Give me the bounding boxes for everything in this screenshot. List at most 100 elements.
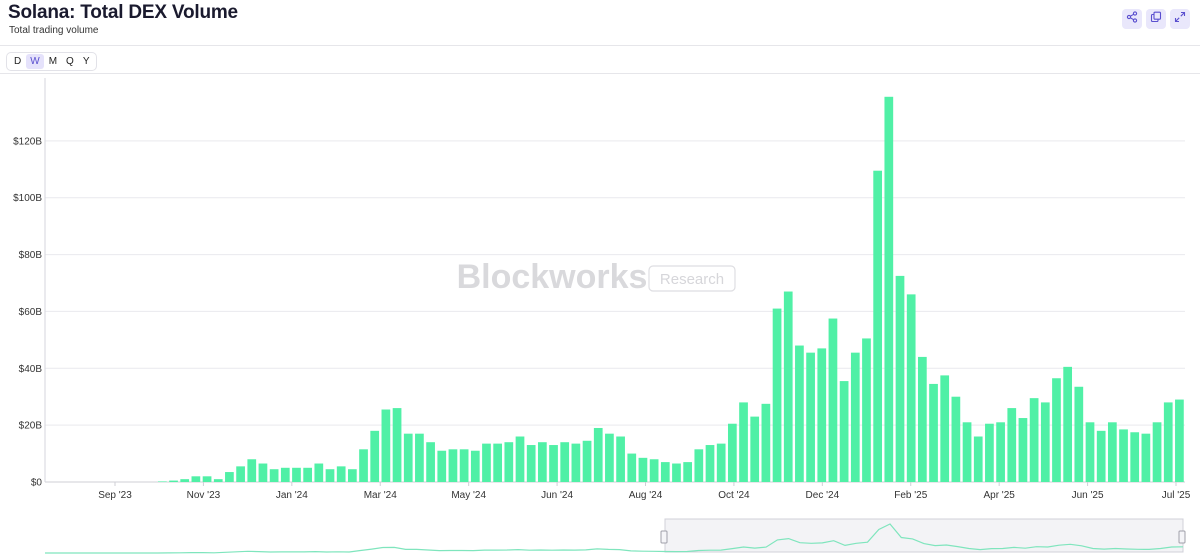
bar[interactable] bbox=[537, 442, 547, 482]
copy-button[interactable] bbox=[1146, 9, 1166, 29]
bar[interactable] bbox=[292, 467, 301, 482]
bar[interactable] bbox=[638, 457, 648, 482]
bar[interactable] bbox=[1141, 433, 1151, 482]
bar[interactable] bbox=[1029, 398, 1039, 482]
bar[interactable] bbox=[1119, 429, 1128, 482]
bar[interactable] bbox=[269, 469, 279, 482]
bar[interactable] bbox=[169, 480, 178, 482]
bar[interactable] bbox=[839, 381, 849, 482]
bar[interactable] bbox=[783, 291, 793, 482]
bar[interactable] bbox=[549, 445, 558, 482]
period-d-button[interactable]: D bbox=[14, 56, 22, 67]
bar[interactable] bbox=[716, 443, 726, 482]
bar[interactable] bbox=[1018, 418, 1028, 482]
bar[interactable] bbox=[929, 383, 938, 482]
bar[interactable] bbox=[951, 396, 961, 482]
bar[interactable] bbox=[1085, 422, 1095, 482]
bar[interactable] bbox=[627, 453, 637, 482]
period-q-button[interactable]: Q bbox=[66, 56, 74, 67]
bar[interactable] bbox=[1107, 422, 1117, 482]
bar[interactable] bbox=[482, 443, 491, 482]
bar[interactable] bbox=[1063, 366, 1073, 482]
bar[interactable] bbox=[515, 436, 525, 482]
bar[interactable] bbox=[761, 403, 771, 482]
period-m-button[interactable]: M bbox=[48, 56, 58, 67]
bar[interactable] bbox=[828, 318, 838, 482]
range-navigator[interactable] bbox=[0, 518, 1200, 559]
bar[interactable] bbox=[895, 275, 905, 482]
bar[interactable] bbox=[225, 472, 234, 482]
navigator-left-handle[interactable] bbox=[660, 530, 668, 544]
bar[interactable] bbox=[973, 436, 983, 482]
bar[interactable] bbox=[605, 433, 614, 482]
bar[interactable] bbox=[862, 338, 871, 482]
bar[interactable] bbox=[739, 402, 748, 482]
bar[interactable] bbox=[850, 352, 860, 482]
bar[interactable] bbox=[683, 462, 693, 482]
bar[interactable] bbox=[247, 459, 257, 482]
bar[interactable] bbox=[213, 479, 223, 482]
period-y-button[interactable]: Y bbox=[82, 56, 90, 67]
bar[interactable] bbox=[526, 445, 536, 482]
bar[interactable] bbox=[191, 476, 201, 482]
bar[interactable] bbox=[1007, 408, 1017, 482]
bar[interactable] bbox=[1175, 399, 1184, 482]
bar[interactable] bbox=[347, 469, 357, 482]
bar[interactable] bbox=[493, 443, 503, 482]
bar[interactable] bbox=[303, 467, 313, 482]
bar[interactable] bbox=[448, 449, 458, 482]
bar[interactable] bbox=[996, 422, 1005, 482]
bar[interactable] bbox=[962, 422, 972, 482]
bar[interactable] bbox=[1096, 430, 1106, 482]
bar[interactable] bbox=[884, 96, 894, 482]
bar[interactable] bbox=[1040, 402, 1050, 482]
bar[interactable] bbox=[1052, 378, 1061, 482]
bar[interactable] bbox=[917, 356, 927, 482]
bar[interactable] bbox=[616, 436, 625, 482]
navigator-right-handle[interactable] bbox=[1178, 530, 1186, 544]
bar[interactable] bbox=[1152, 422, 1162, 482]
bar[interactable] bbox=[415, 433, 424, 482]
bar[interactable] bbox=[727, 423, 737, 482]
bar[interactable] bbox=[1163, 402, 1173, 482]
bar[interactable] bbox=[940, 375, 950, 482]
bar[interactable] bbox=[694, 449, 704, 482]
bar[interactable] bbox=[1130, 432, 1140, 482]
bar[interactable] bbox=[772, 308, 782, 482]
bar[interactable] bbox=[649, 459, 659, 482]
bar[interactable] bbox=[280, 467, 290, 482]
bar[interactable] bbox=[906, 294, 916, 482]
bar[interactable] bbox=[336, 466, 346, 482]
bar[interactable] bbox=[560, 442, 570, 482]
bar[interactable] bbox=[1074, 386, 1084, 482]
bar[interactable] bbox=[258, 463, 268, 482]
bar[interactable] bbox=[459, 449, 469, 482]
bar[interactable] bbox=[370, 430, 380, 482]
bar[interactable] bbox=[817, 348, 827, 482]
bar[interactable] bbox=[470, 450, 480, 482]
bar[interactable] bbox=[314, 463, 324, 482]
bar[interactable] bbox=[705, 445, 715, 482]
bar[interactable] bbox=[426, 442, 435, 482]
bar[interactable] bbox=[325, 469, 335, 482]
bar[interactable] bbox=[504, 442, 514, 482]
bar[interactable] bbox=[672, 463, 681, 482]
period-w-button[interactable]: W bbox=[26, 54, 44, 69]
bar[interactable] bbox=[750, 416, 760, 482]
expand-button[interactable] bbox=[1170, 9, 1190, 29]
bar[interactable] bbox=[359, 449, 368, 482]
bar[interactable] bbox=[437, 450, 447, 482]
bar[interactable] bbox=[806, 352, 815, 482]
bar[interactable] bbox=[660, 462, 670, 482]
bar[interactable] bbox=[593, 427, 603, 482]
navigator-window[interactable] bbox=[664, 518, 1184, 553]
bar[interactable] bbox=[985, 423, 994, 482]
bar[interactable] bbox=[873, 170, 883, 482]
bar[interactable] bbox=[392, 408, 402, 482]
bar[interactable] bbox=[202, 476, 212, 482]
share-button[interactable] bbox=[1122, 9, 1142, 29]
bar[interactable] bbox=[582, 440, 592, 482]
bar[interactable] bbox=[403, 433, 413, 482]
bar[interactable] bbox=[236, 466, 245, 482]
bar[interactable] bbox=[571, 443, 581, 482]
